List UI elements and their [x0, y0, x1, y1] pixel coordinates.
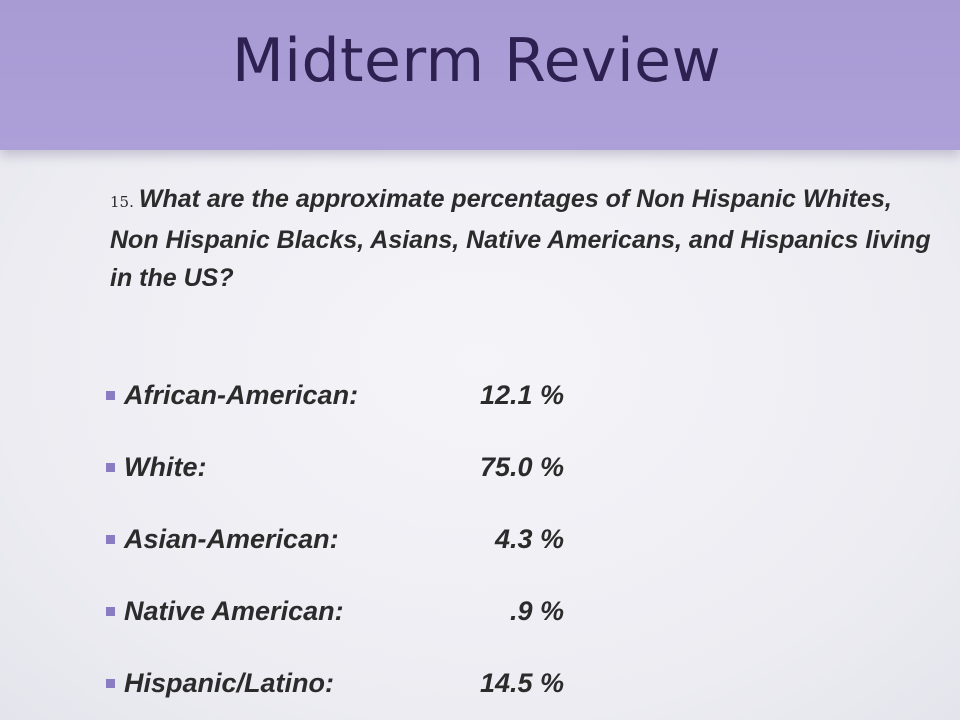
- square-bullet-icon: [106, 463, 115, 472]
- square-bullet-icon: [106, 607, 115, 616]
- statistics-list: African-American: 12.1 % White: 75.0 % A…: [104, 372, 584, 720]
- stat-label: African-American:: [124, 380, 359, 410]
- stat-value: 4.3 %: [494, 524, 564, 554]
- list-item-african-american: African-American: 12.1 %: [104, 372, 584, 444]
- list-item-asian-american: Asian-American: 4.3 %: [104, 516, 584, 588]
- stat-value: 75.0 %: [479, 452, 564, 482]
- square-bullet-icon: [106, 679, 115, 688]
- square-bullet-icon: [106, 535, 115, 544]
- stat-label: White:: [124, 452, 207, 482]
- list-item-white: White: 75.0 %: [104, 444, 584, 516]
- list-item-hispanic-latino: Hispanic/Latino: 14.5 %: [104, 660, 584, 720]
- stat-label: Native American:: [124, 596, 344, 626]
- stat-value: 14.5 %: [479, 668, 564, 698]
- square-bullet-icon: [106, 391, 115, 400]
- stat-value: 12.1 %: [479, 380, 564, 410]
- question-number: 15.: [110, 193, 134, 211]
- title-band: Midterm Review: [0, 0, 960, 150]
- list-item-native-american: Native American: .9 %: [104, 588, 584, 660]
- slide-title: Midterm Review: [232, 26, 722, 96]
- question-text-block: 15. What are the approximate percentages …: [110, 180, 940, 297]
- stat-value: .9 %: [509, 596, 564, 626]
- stat-label: Hispanic/Latino:: [124, 668, 335, 698]
- stat-label: Asian-American:: [124, 524, 339, 554]
- question-text: What are the approximate percentages of …: [110, 185, 931, 292]
